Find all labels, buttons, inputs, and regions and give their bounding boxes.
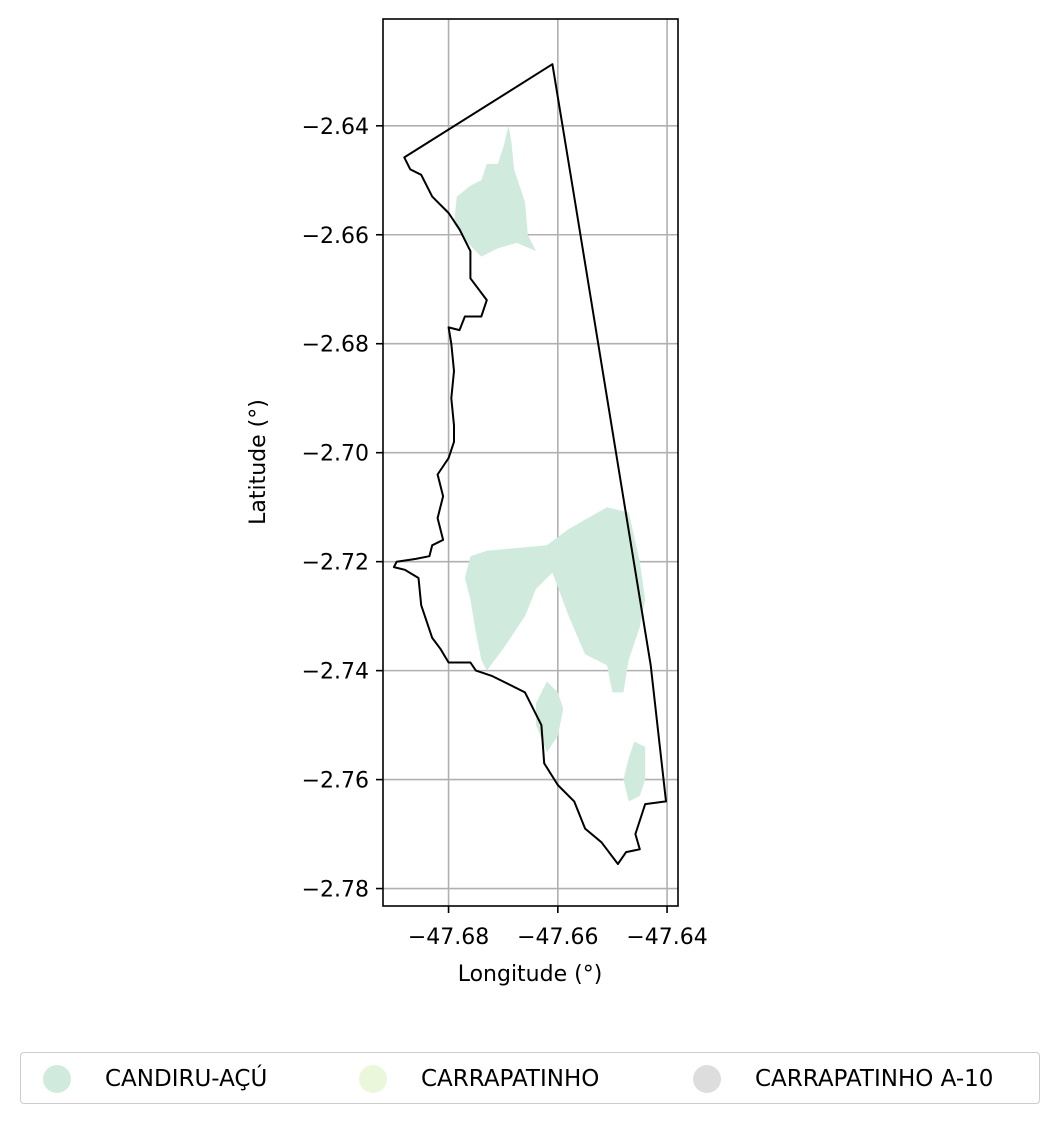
plot-frame xyxy=(382,18,679,907)
boundary-outline xyxy=(392,63,667,865)
boundary-line xyxy=(392,63,667,865)
area-polygon xyxy=(536,681,564,753)
area-polygon xyxy=(454,125,536,257)
y-tick-label: −2.66 xyxy=(302,224,369,249)
area-polygon xyxy=(623,741,646,802)
concession-areas xyxy=(415,125,646,802)
legend-item-carrapatinho-a10: CARRAPATINHO A-10 xyxy=(693,1053,993,1105)
legend-label-carrapatinho: CARRAPATINHO xyxy=(421,1066,600,1092)
y-axis-ticks: −2.64 −2.66 −2.68 −2.70 −2.72 −2.74 −2.76 −2.78 xyxy=(302,115,383,903)
y-axis-title: Latitude (°) xyxy=(246,399,271,525)
legend-label-carrapatinho-a10: CARRAPATINHO A-10 xyxy=(755,1066,994,1092)
legend: CANDIRU-AÇÚ CARRAPATINHO CARRAPATINHO A-… xyxy=(20,1052,1040,1104)
legend-marker-candiru-acu xyxy=(43,1065,71,1093)
y-tick-label: −2.70 xyxy=(302,442,369,467)
x-tick-label: −47.64 xyxy=(626,925,707,950)
legend-marker-carrapatinho-a10 xyxy=(693,1065,721,1093)
x-axis-title: Longitude (°) xyxy=(458,962,603,987)
map-figure: −47.68 −47.66 −47.64 −2.64−2.66−2.68−2.70−… xyxy=(246,18,708,987)
y-tick-label: −2.64 xyxy=(302,115,369,140)
y-tick-label: −2.74 xyxy=(302,660,369,685)
legend-label-candiru-acu: CANDIRU-AÇÚ xyxy=(105,1066,268,1092)
legend-item-candiru-acu: CANDIRU-AÇÚ xyxy=(43,1053,267,1105)
x-tick-label: −47.68 xyxy=(408,925,489,950)
area-polygon xyxy=(464,507,646,693)
x-axis-ticks: −47.68 −47.66 −47.64 xyxy=(408,906,708,950)
y-tick-label: −2.68 xyxy=(302,333,369,358)
legend-marker-carrapatinho xyxy=(359,1065,387,1093)
x-tick-label: −47.66 xyxy=(517,925,598,950)
legend-item-carrapatinho: CARRAPATINHO xyxy=(359,1053,599,1105)
y-tick-label: −2.72 xyxy=(302,551,369,576)
y-tick-label: −2.78 xyxy=(302,878,369,903)
y-tick-label: −2.76 xyxy=(302,769,369,794)
